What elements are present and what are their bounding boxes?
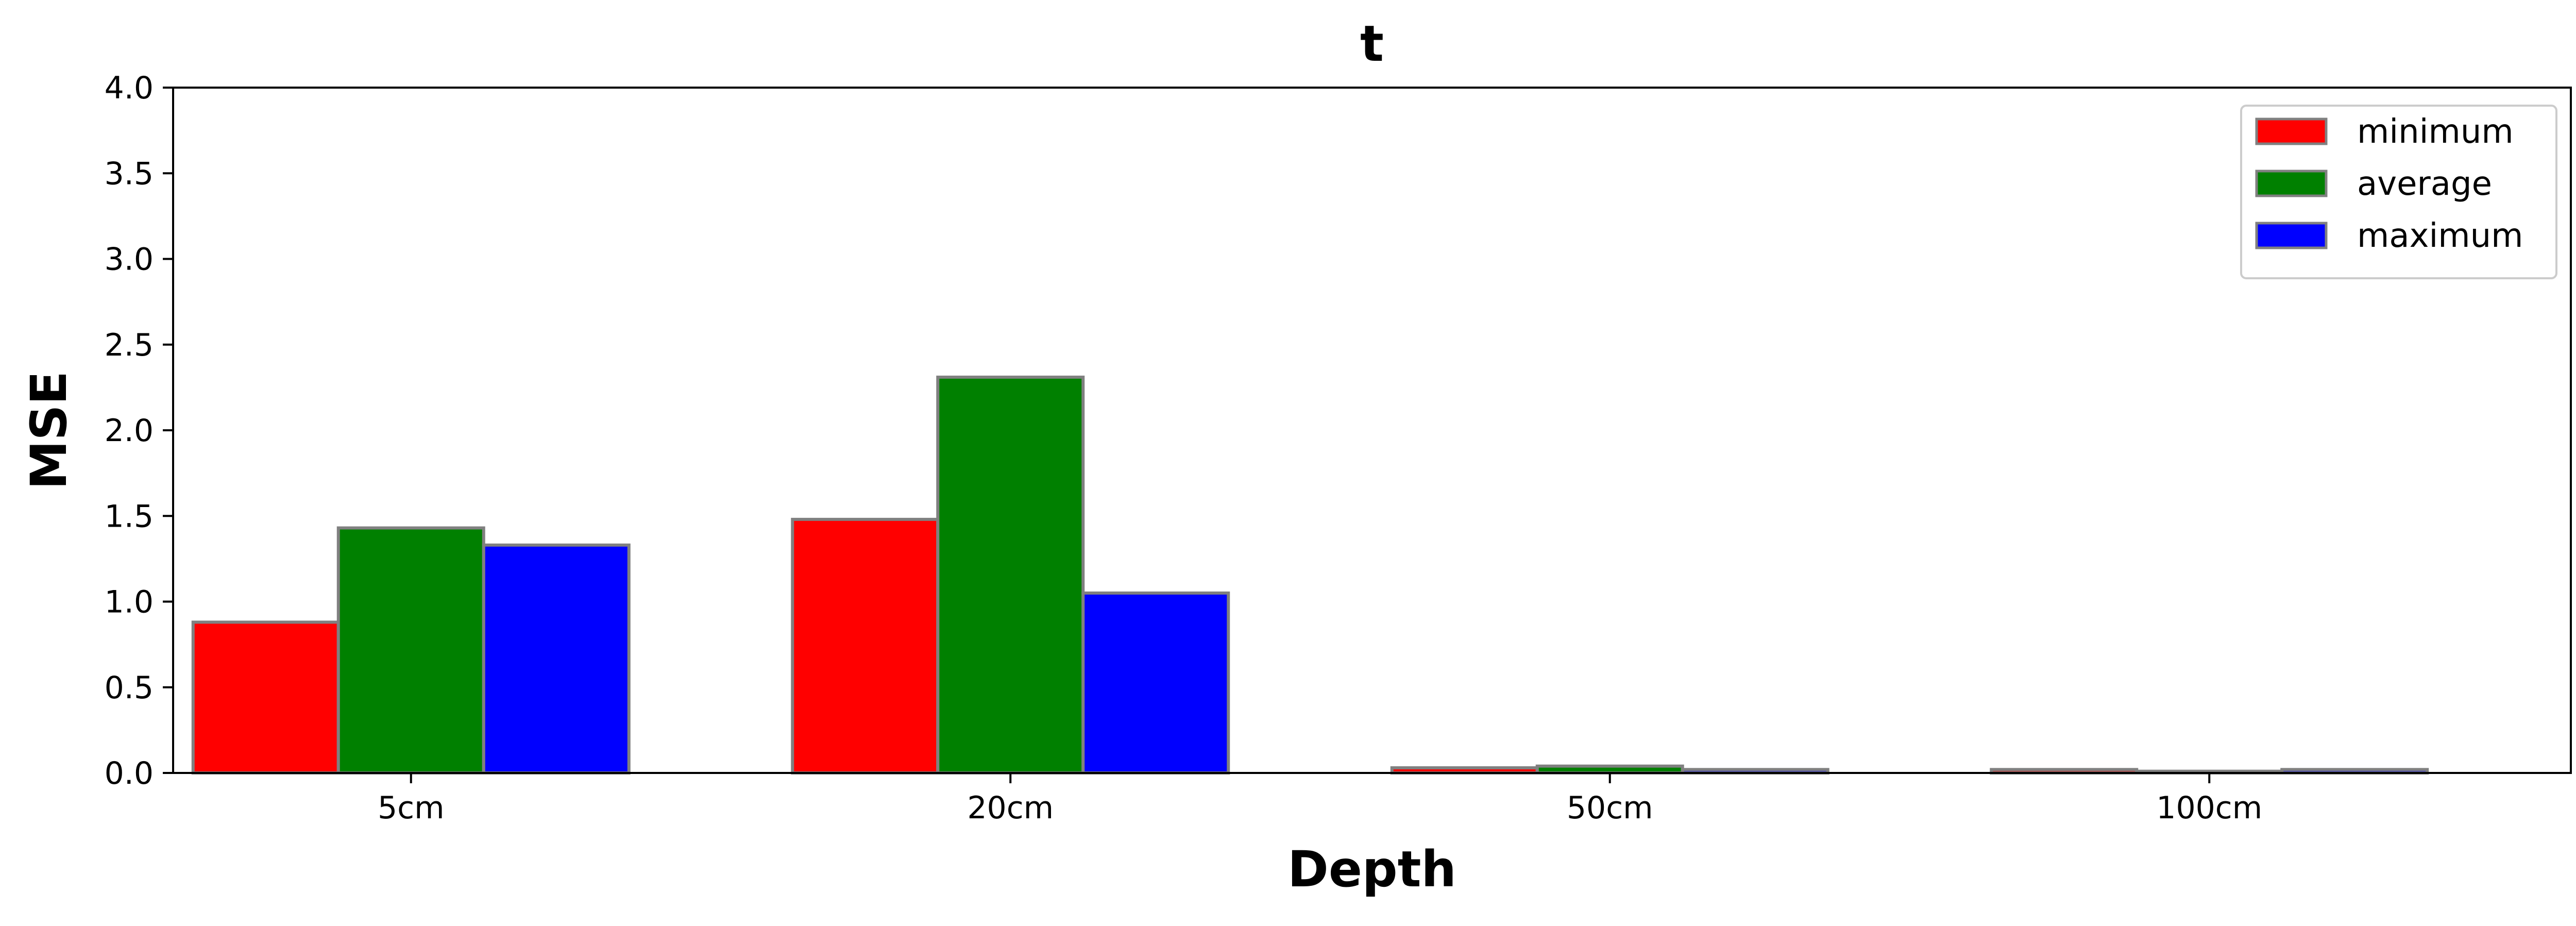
x-tick-label: 20cm bbox=[967, 790, 1054, 826]
legend-label-maximum: maximum bbox=[2357, 217, 2523, 255]
bar-maximum-5cm bbox=[482, 543, 631, 775]
y-axis-title: MSE bbox=[20, 371, 78, 490]
x-axis: 5cm 20cm 50cm 100cm bbox=[378, 773, 2262, 826]
y-tick-label: 0.5 bbox=[105, 670, 154, 706]
bar-average-20cm bbox=[936, 375, 1085, 775]
y-tick-label: 2.5 bbox=[105, 327, 154, 363]
legend-label-average: average bbox=[2357, 165, 2492, 203]
x-axis-title: Depth bbox=[1287, 840, 1456, 898]
y-axis: 0.0 0.5 1.0 1.5 2.0 2.5 3.0 3.5 4.0 bbox=[105, 70, 173, 792]
y-tick-label: 3.0 bbox=[105, 242, 154, 278]
bar-maximum-20cm bbox=[1081, 591, 1230, 775]
y-tick-label: 1.5 bbox=[105, 498, 154, 534]
bar-minimum-5cm bbox=[191, 620, 340, 775]
bar-minimum-20cm bbox=[791, 517, 940, 775]
x-tick-label: 100cm bbox=[2156, 790, 2262, 826]
legend-swatch-maximum bbox=[2255, 222, 2328, 249]
legend-swatch-minimum bbox=[2255, 117, 2328, 145]
y-tick-label: 3.5 bbox=[105, 156, 154, 192]
y-tick-label: 0.0 bbox=[105, 755, 154, 792]
legend-label-minimum: minimum bbox=[2357, 113, 2514, 151]
bar-average-5cm bbox=[336, 526, 485, 775]
y-tick-label: 4.0 bbox=[105, 70, 154, 106]
x-tick-label: 50cm bbox=[1567, 790, 1653, 826]
legend-swatch-average bbox=[2255, 170, 2328, 197]
chart-title: t bbox=[1360, 15, 1384, 73]
y-tick-label: 2.0 bbox=[105, 413, 154, 449]
legend: minimum average maximum bbox=[2240, 105, 2557, 279]
y-tick-label: 1.0 bbox=[105, 584, 154, 620]
x-tick-label: 5cm bbox=[378, 790, 445, 826]
bars-group bbox=[191, 375, 2429, 775]
